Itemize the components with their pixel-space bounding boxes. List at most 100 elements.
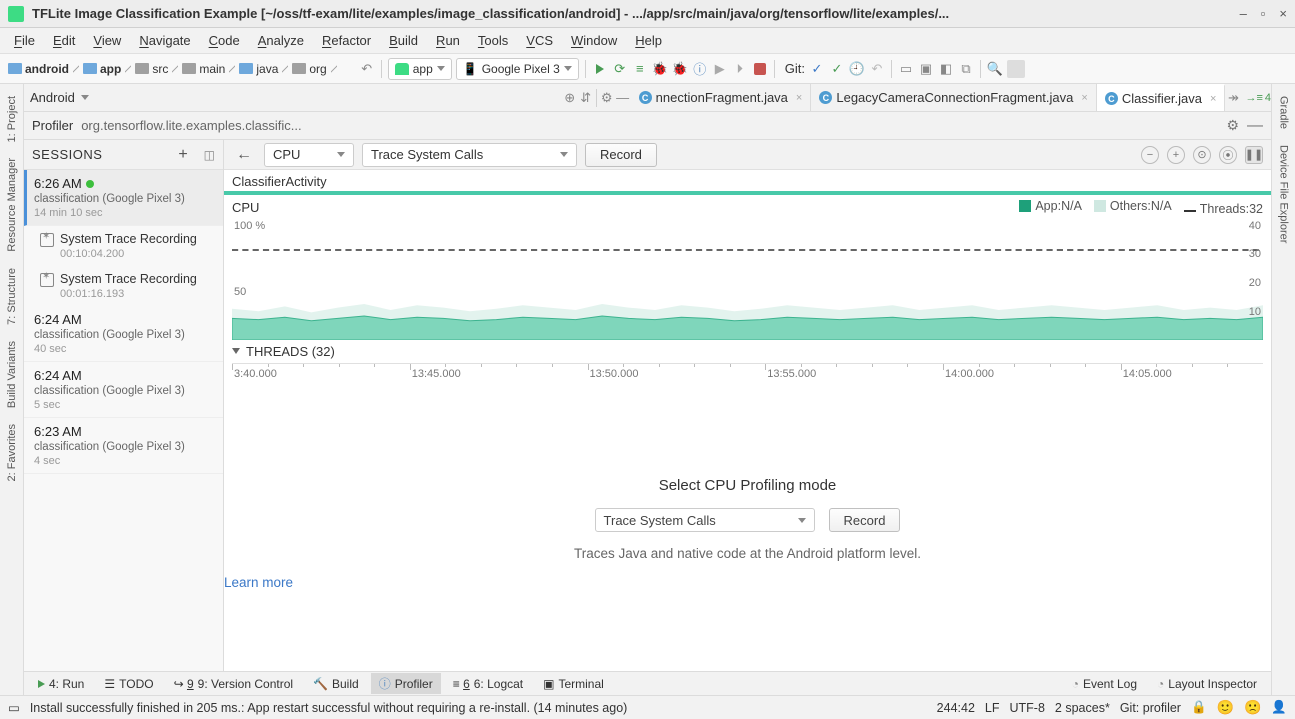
user-icon[interactable] (1007, 60, 1025, 78)
bottom-tab-9-version-control[interactable]: ↪ 99: Version Control (166, 675, 301, 693)
status-encoding[interactable]: UTF-8 (1010, 701, 1045, 715)
menu-run[interactable]: Run (428, 31, 468, 50)
bottom-tab-profiler[interactable]: ⓘProfiler (371, 673, 441, 694)
run-icon[interactable] (592, 61, 608, 77)
apply-code-icon[interactable]: ≡ (632, 61, 648, 77)
apply-icon[interactable]: ⏵ (732, 61, 748, 77)
right-tool-gradle[interactable]: Gradle (1276, 88, 1292, 137)
right-tool-device-file-explorer[interactable]: Device File Explorer (1276, 137, 1292, 251)
mode-record-button[interactable]: Record (829, 508, 901, 532)
man-icon[interactable]: 👤 (1271, 700, 1287, 715)
trace-type-dropdown[interactable]: Trace System Calls (362, 143, 577, 167)
menu-refactor[interactable]: Refactor (314, 31, 379, 50)
pause-icon[interactable]: ❚❚ (1245, 146, 1263, 164)
add-session-icon[interactable]: + (178, 146, 187, 164)
sad-icon[interactable]: 🙁 (1244, 699, 1261, 716)
breadcrumb-src[interactable]: src (133, 62, 170, 76)
live-icon[interactable]: ⦿ (1219, 146, 1237, 164)
lock-icon[interactable]: 🔒 (1191, 700, 1207, 715)
collapse-icon[interactable]: ⇵ (578, 90, 594, 106)
mode-dropdown[interactable]: Trace System Calls (595, 508, 815, 532)
avd-manager-icon[interactable]: ▭ (898, 61, 914, 77)
vcs-history-icon[interactable]: 🕘 (849, 61, 865, 77)
menu-vcs[interactable]: VCS (518, 31, 561, 50)
menu-analyze[interactable]: Analyze (250, 31, 312, 50)
device-manager-icon[interactable]: ⧉ (958, 61, 974, 77)
maximize-icon[interactable]: ▫ (1261, 6, 1266, 21)
record-button[interactable]: Record (585, 143, 657, 167)
device-selector[interactable]: 📱 Google Pixel 3 (456, 58, 579, 80)
menu-file[interactable]: File (6, 31, 43, 50)
gear-icon[interactable]: ⚙ (1226, 117, 1239, 134)
session-item[interactable]: 6:26 AMclassification (Google Pixel 3)14… (24, 170, 223, 226)
zoom-out-icon[interactable]: − (1141, 146, 1159, 164)
editor-tab-classifier-java[interactable]: CClassifier.java× (1097, 84, 1226, 111)
close-tab-icon[interactable]: × (1206, 93, 1216, 105)
menu-window[interactable]: Window (563, 31, 625, 50)
session-recording[interactable]: System Trace Recording00:01:16.193 (24, 266, 223, 306)
editor-tab-legacycameraconnectionfragment-java[interactable]: CLegacyCameraConnectionFragment.java× (811, 84, 1096, 111)
zoom-in-icon[interactable]: + (1167, 146, 1185, 164)
bottom-tab-todo[interactable]: ☰TODO (96, 675, 161, 693)
target-icon[interactable]: ⊕ (562, 90, 578, 106)
minimize-panel-icon[interactable]: — (1247, 117, 1263, 135)
status-indent[interactable]: 2 spaces* (1055, 701, 1110, 715)
learn-more-link[interactable]: Learn more (224, 575, 293, 590)
debug-icon[interactable]: 🐞 (652, 61, 668, 77)
status-caret[interactable]: 244:42 (937, 701, 975, 715)
status-git-branch[interactable]: Git: profiler (1120, 701, 1181, 715)
left-tool-1-project[interactable]: 1: Project (4, 88, 20, 150)
timeline[interactable]: classification 3:40.00013:45.00013:50.00… (232, 363, 1263, 397)
bottom-tab-4-run[interactable]: 4: Run (30, 675, 92, 693)
profile-icon[interactable]: ⓘ (692, 61, 708, 77)
menu-edit[interactable]: Edit (45, 31, 83, 50)
breadcrumb-java[interactable]: java (237, 62, 280, 76)
stop-icon[interactable] (752, 61, 768, 77)
minimize-icon[interactable]: – (1240, 6, 1247, 21)
apply-changes-icon[interactable]: ⟳ (612, 61, 628, 77)
session-item[interactable]: 6:24 AMclassification (Google Pixel 3)5 … (24, 362, 223, 418)
coverage-icon[interactable]: 🐞 (672, 61, 688, 77)
editor-tab-nnectionfragment-java[interactable]: CnnectionFragment.java× (631, 84, 812, 111)
menu-help[interactable]: Help (627, 31, 670, 50)
hide-icon[interactable]: — (615, 90, 631, 106)
close-tab-icon[interactable]: × (1077, 92, 1087, 104)
close-icon[interactable]: × (1279, 6, 1287, 21)
left-tool-resource-manager[interactable]: Resource Manager (4, 150, 20, 260)
panel-layout-icon[interactable]: ◫ (204, 148, 215, 162)
bottom-right-layout-inspector[interactable]: ◔Layout Inspector (1149, 675, 1265, 693)
attach-debugger-icon[interactable]: ▶ (712, 61, 728, 77)
bottom-tab-6-logcat[interactable]: ≡ 66: Logcat (445, 675, 531, 693)
dimension-dropdown[interactable]: CPU (264, 143, 354, 167)
tab-counter[interactable]: →≡ 4 (1241, 92, 1275, 104)
menu-view[interactable]: View (85, 31, 129, 50)
left-tool-build-variants[interactable]: Build Variants (4, 333, 20, 416)
run-config-selector[interactable]: app (388, 58, 452, 80)
status-info-icon[interactable]: ▭ (8, 700, 20, 715)
threads-row[interactable]: THREADS (32) (224, 340, 1271, 363)
left-tool-7-structure[interactable]: 7: Structure (4, 260, 20, 333)
menu-navigate[interactable]: Navigate (131, 31, 198, 50)
menu-tools[interactable]: Tools (470, 31, 516, 50)
bottom-tab-terminal[interactable]: ▣Terminal (535, 675, 612, 693)
vcs-revert-icon[interactable]: ↶ (869, 61, 885, 77)
session-recording[interactable]: System Trace Recording00:10:04.200 (24, 226, 223, 266)
breadcrumb-org[interactable]: org (290, 62, 328, 76)
breadcrumb-main[interactable]: main (180, 62, 227, 76)
session-item[interactable]: 6:24 AMclassification (Google Pixel 3)40… (24, 306, 223, 362)
smiley-icon[interactable]: 🙂 (1217, 699, 1234, 716)
cpu-chart[interactable]: 100 % 50 40 30 20 10 (232, 220, 1263, 340)
sdk-manager-icon[interactable]: ▣ (918, 61, 934, 77)
breadcrumb-android[interactable]: android (6, 62, 71, 76)
close-tab-icon[interactable]: × (792, 92, 802, 104)
back-icon[interactable]: ← (232, 146, 256, 164)
settings-icon[interactable]: ⚙ (599, 90, 615, 106)
status-line-sep[interactable]: LF (985, 701, 1000, 715)
vcs-update-icon[interactable]: ✓ (809, 61, 825, 77)
tab-overflow-icon[interactable]: ↠ (1225, 90, 1241, 106)
vcs-commit-icon[interactable]: ✓ (829, 61, 845, 77)
left-tool-2-favorites[interactable]: 2: Favorites (4, 416, 20, 489)
breadcrumb-app[interactable]: app (81, 62, 123, 76)
menu-code[interactable]: Code (201, 31, 248, 50)
search-icon[interactable]: 🔍 (987, 61, 1003, 77)
